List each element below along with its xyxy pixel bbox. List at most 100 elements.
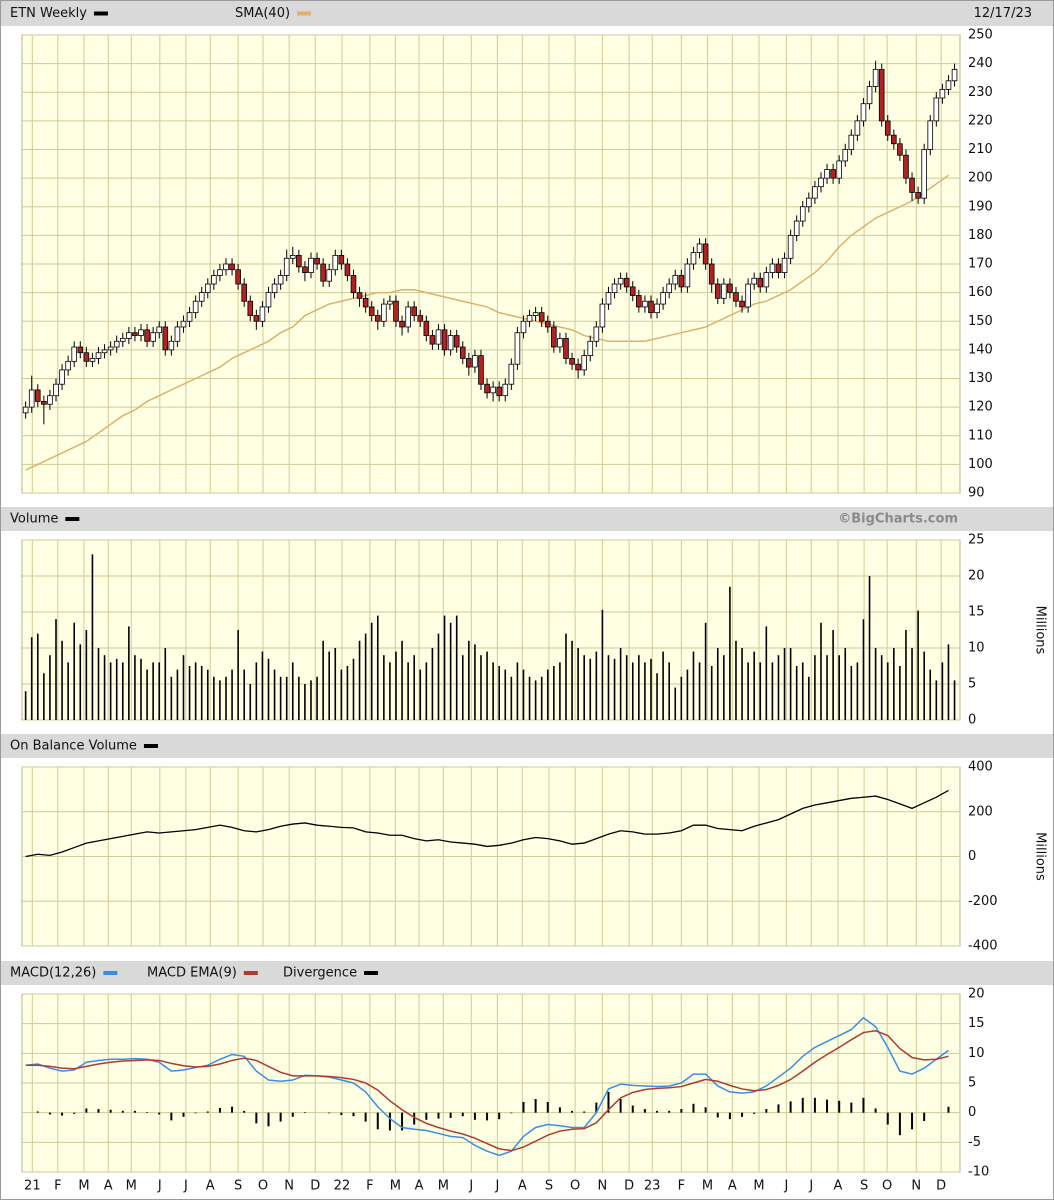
candle-body <box>951 68 958 82</box>
candle-body <box>22 406 29 414</box>
candle-body <box>502 383 509 397</box>
candle-body <box>490 386 496 394</box>
candle-body <box>271 283 278 294</box>
legend-label: On Balance Volume <box>10 739 137 754</box>
candle-body <box>101 349 108 354</box>
x-tick-label: M <box>702 1179 713 1194</box>
candle-body <box>575 363 581 371</box>
y-tick-label: 160 <box>968 285 993 300</box>
candle-body <box>739 300 745 308</box>
candle-body <box>302 266 308 273</box>
legend-label: ETN Weekly <box>10 6 87 21</box>
legend-swatch <box>364 971 379 975</box>
candle-body <box>381 303 387 322</box>
candle-body <box>174 326 181 342</box>
candle-body <box>314 257 320 265</box>
candle-body <box>229 263 235 271</box>
candle-body <box>727 283 733 294</box>
candle-body <box>848 134 855 150</box>
x-tick-label: N <box>284 1179 294 1194</box>
candle-body <box>441 329 448 351</box>
candle-body <box>897 143 903 156</box>
candle-body <box>83 352 90 362</box>
candle-body <box>629 286 636 296</box>
candle-body <box>909 177 915 193</box>
x-tick-label: A <box>834 1179 843 1194</box>
y-tick-label: 110 <box>968 428 993 443</box>
y-axis-label: Millions <box>1033 832 1048 881</box>
legend-label: Divergence <box>283 966 357 981</box>
candle-body <box>721 283 727 299</box>
candle-body <box>496 386 502 397</box>
candle-body <box>605 292 612 305</box>
candle-body <box>332 255 339 271</box>
chart-date: 12/17/23 <box>974 6 1032 21</box>
candle-body <box>459 346 466 359</box>
candle-body <box>660 292 666 305</box>
x-tick-label: D <box>310 1179 320 1194</box>
candle-body <box>296 255 302 268</box>
candle-body <box>563 338 569 359</box>
candle-body <box>59 369 65 385</box>
candle-body <box>204 283 211 294</box>
x-tick-label: D <box>624 1179 634 1194</box>
y-tick-label: 15 <box>968 1016 985 1031</box>
legend-label: SMA(40) <box>235 6 290 21</box>
candle-body <box>192 300 199 314</box>
candle-body <box>860 103 867 122</box>
y-tick-label: 90 <box>968 486 985 501</box>
candle-body <box>532 312 539 316</box>
candle-body <box>65 360 71 371</box>
candle-body <box>593 326 600 342</box>
y-tick-label: 170 <box>968 257 993 272</box>
x-tick-label: O <box>882 1179 892 1194</box>
x-tick-label: M <box>78 1179 89 1194</box>
y-tick-label: 190 <box>968 199 993 214</box>
header-bar <box>1 1 1053 26</box>
candle-body <box>399 320 405 328</box>
x-tick-label: J <box>183 1179 188 1194</box>
y-tick-label: 210 <box>968 142 993 157</box>
y-tick-label: 250 <box>968 28 993 43</box>
candle-body <box>672 275 679 285</box>
candle-body <box>411 306 417 316</box>
candle-body <box>751 277 757 285</box>
candle-body <box>745 283 751 308</box>
candle-body <box>757 277 764 288</box>
candle-body <box>350 275 357 294</box>
candle-body <box>763 272 770 288</box>
candle-body <box>508 363 515 385</box>
candle-body <box>277 275 284 285</box>
candle-body <box>854 120 861 136</box>
x-tick-label: 21 <box>24 1179 41 1194</box>
y-tick-label: -400 <box>968 939 998 954</box>
candle-body <box>812 186 818 199</box>
candle-body <box>793 220 800 236</box>
y-tick-label: 5 <box>968 677 976 692</box>
y-tick-label: 150 <box>968 314 993 329</box>
y-tick-label: 0 <box>968 1105 976 1120</box>
candle-body <box>666 283 672 294</box>
candle-body <box>34 389 41 402</box>
candle-body <box>453 335 460 348</box>
candle-body <box>138 329 144 336</box>
x-tick-label: F <box>54 1179 61 1194</box>
candle-body <box>89 358 96 362</box>
y-tick-label: 20 <box>968 569 985 584</box>
candle-body <box>484 383 490 394</box>
candle-body <box>836 160 842 179</box>
macd-line <box>25 1030 949 1152</box>
candle-body <box>878 68 885 122</box>
x-tick-label: M <box>126 1179 137 1194</box>
y-tick-label: 230 <box>968 85 993 100</box>
candle-body <box>921 149 927 199</box>
candle-body <box>356 292 363 299</box>
candle-body <box>654 303 660 314</box>
legend-swatch <box>243 971 258 975</box>
x-tick-label: A <box>728 1179 737 1194</box>
candle-body <box>387 300 393 305</box>
legend-label: MACD EMA(9) <box>147 966 237 981</box>
candle-body <box>423 320 430 336</box>
x-tick-label: S <box>545 1179 553 1194</box>
